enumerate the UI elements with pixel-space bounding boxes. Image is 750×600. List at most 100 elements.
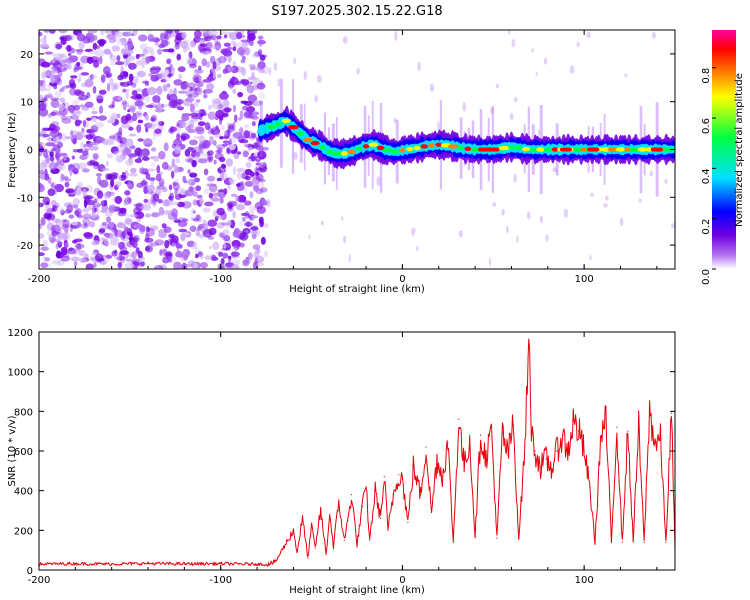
noise-speckle	[190, 113, 199, 117]
noise-speckle	[106, 161, 109, 167]
noise-speckle	[187, 169, 191, 174]
noise-speckle	[545, 234, 548, 241]
noise-speckle	[204, 36, 211, 41]
noise-speckle	[349, 254, 351, 263]
noise-speckle	[193, 72, 196, 78]
noise-speckle	[192, 218, 199, 221]
snr-point	[584, 450, 585, 451]
signal-hot-spot	[508, 145, 514, 149]
noise-speckle	[79, 258, 87, 263]
noise-speckle	[194, 101, 199, 107]
noise-speckle	[185, 189, 194, 196]
noise-speckle	[56, 233, 66, 240]
noise-speckle	[664, 179, 667, 185]
signal-hot-spot	[498, 146, 510, 150]
signal-hot-spot	[414, 146, 421, 150]
noise-speckle	[173, 182, 180, 190]
signal-hot-spot	[356, 147, 362, 151]
noise-speckle	[61, 133, 66, 141]
snr-point	[491, 427, 492, 428]
noise-speckle	[220, 125, 224, 131]
signal-hot-spot	[544, 147, 552, 151]
noise-speckle	[510, 113, 514, 120]
noise-speckle	[83, 213, 91, 219]
noise-speckle	[129, 173, 138, 176]
snr-point	[524, 458, 525, 459]
noise-speckle	[145, 96, 150, 103]
noise-speckle	[213, 71, 216, 79]
noise-speckle	[317, 75, 322, 83]
snr-point	[275, 561, 276, 562]
noise-speckle	[143, 138, 153, 147]
noise-speckle	[228, 220, 232, 226]
noise-speckle	[489, 257, 491, 266]
noise-speckle	[207, 157, 211, 161]
noise-speckle	[112, 45, 120, 51]
noise-speckle	[124, 197, 132, 205]
noise-speckle	[258, 49, 263, 56]
noise-speckle	[76, 49, 82, 54]
noise-speckle	[53, 62, 62, 70]
noise-speckle	[252, 145, 255, 149]
noise-speckle	[122, 231, 126, 240]
x-tick-label: 100	[575, 575, 594, 586]
noise-speckle	[308, 234, 310, 239]
noise-speckle	[83, 144, 86, 149]
noise-speckle	[124, 190, 130, 195]
noise-speckle	[105, 74, 111, 78]
noise-speckle	[55, 91, 62, 97]
noise-speckle	[156, 165, 160, 174]
snr-point	[534, 450, 535, 451]
snr-point	[644, 542, 645, 543]
noise-speckle	[99, 180, 108, 188]
noise-speckle	[343, 236, 346, 244]
snr-point	[369, 540, 370, 541]
noise-speckle	[590, 193, 594, 197]
noise-speckle	[416, 246, 419, 251]
noise-speckle	[79, 136, 82, 140]
snr-point	[384, 476, 385, 477]
noise-speckle	[43, 97, 47, 101]
noise-speckle	[128, 31, 132, 37]
noise-speckle	[226, 123, 230, 126]
noise-speckle	[92, 161, 99, 170]
noise-speckle	[164, 142, 169, 151]
noise-speckle	[195, 185, 201, 191]
noise-speckle	[69, 214, 75, 218]
signal-hot-spot	[282, 119, 291, 123]
noise-speckle	[190, 208, 195, 217]
noise-speckle	[259, 43, 263, 47]
noise-speckle	[605, 196, 609, 201]
noise-speckle	[40, 43, 49, 49]
noise-speckle	[203, 208, 211, 213]
noise-speckle	[221, 164, 226, 169]
noise-speckle	[176, 33, 180, 36]
noise-speckle	[620, 218, 624, 226]
noise-speckle	[237, 47, 245, 55]
noise-speckle	[430, 84, 434, 92]
signal-hot-spot	[471, 147, 479, 151]
noise-speckle	[133, 203, 142, 206]
noise-speckle	[75, 243, 85, 248]
noise-speckle	[172, 242, 176, 247]
noise-speckle	[170, 202, 180, 206]
snr-point	[545, 458, 546, 459]
snr-point	[485, 458, 486, 459]
snr-point	[387, 530, 388, 531]
noise-speckle	[259, 217, 264, 224]
y-tick-label: 20	[20, 50, 33, 61]
noise-speckle	[223, 244, 226, 249]
noise-speckle	[540, 215, 543, 223]
noise-speckle	[233, 166, 236, 175]
noise-speckle	[145, 105, 153, 108]
noise-speckle	[356, 68, 360, 75]
noise-speckle	[159, 249, 163, 256]
noise-speckle	[40, 82, 43, 86]
noise-speckle	[253, 185, 259, 191]
snr-point	[413, 466, 414, 467]
noise-speckle	[175, 36, 182, 40]
noise-speckle	[244, 110, 252, 117]
noise-speckle	[57, 241, 63, 246]
snr-x-label: Height of straight line (km)	[289, 585, 425, 596]
noise-speckle	[92, 117, 97, 122]
